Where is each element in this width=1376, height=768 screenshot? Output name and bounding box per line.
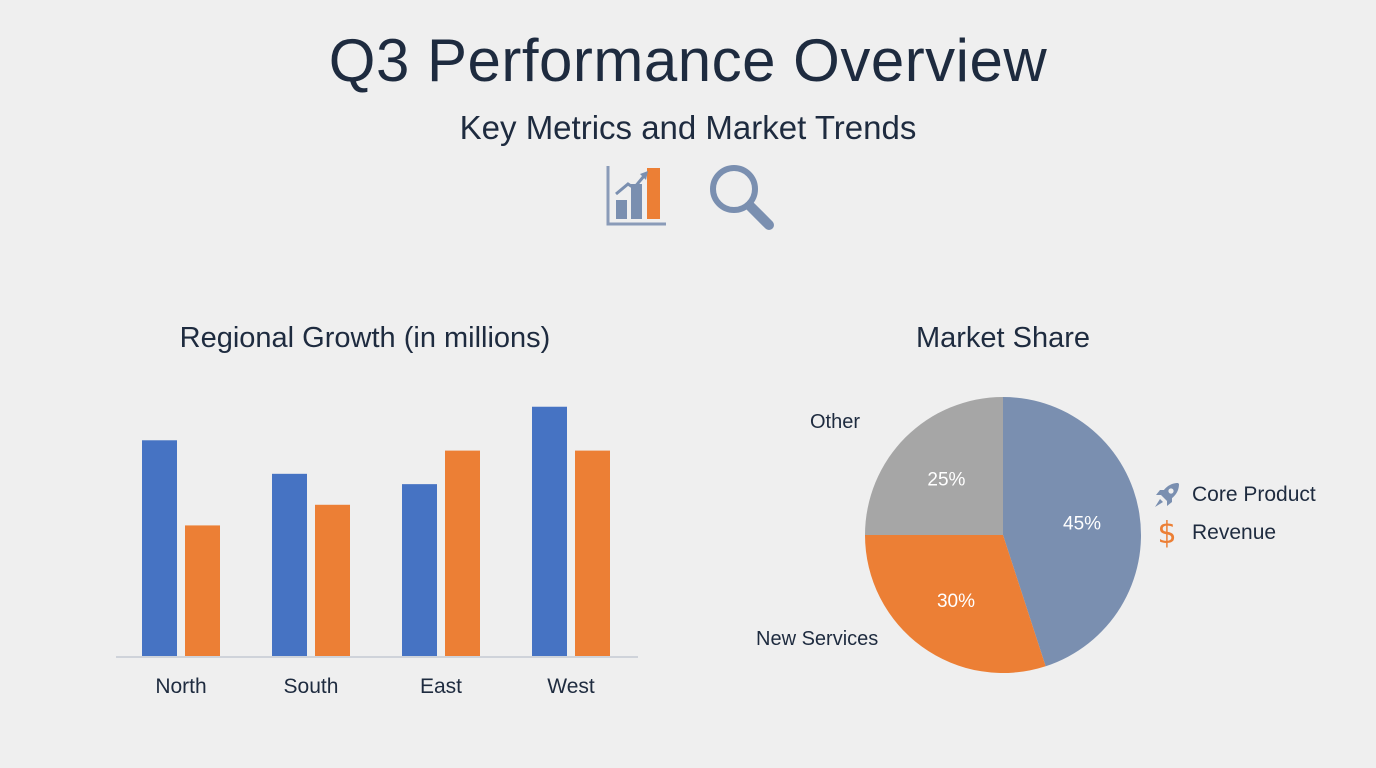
regional-growth-bar-chart: North South East West	[116, 406, 638, 698]
pie-category-label: Other	[810, 411, 860, 433]
bar-west-series-2	[575, 450, 610, 657]
pie-slice-new-services	[865, 535, 1046, 673]
rocket-icon	[1155, 483, 1179, 507]
bar-east-series-2	[445, 450, 480, 657]
x-tick-label: South	[284, 675, 339, 698]
bar-south-series-1	[272, 473, 307, 657]
pie-slice-other	[865, 397, 1003, 535]
x-tick-label: West	[547, 675, 595, 698]
pie-category-label: New Services	[756, 628, 878, 650]
bar-north-series-1	[142, 440, 177, 657]
bar-chart-title: Regional Growth (in millions)	[179, 322, 551, 354]
legend-label-core-product: Core Product	[1192, 483, 1316, 506]
pie-slice-core-product	[1003, 397, 1141, 667]
page-subtitle: Key Metrics and Market Trends	[459, 109, 917, 146]
legend-label-revenue: Revenue	[1192, 521, 1277, 544]
bar-north-series-2	[185, 525, 220, 657]
pie-legend: Core Product $ Revenue	[1152, 476, 1316, 552]
pie-percent-label: 25%	[927, 469, 965, 490]
legend-item-revenue: $ Revenue	[1152, 514, 1316, 552]
x-tick-label: North	[155, 675, 206, 698]
dollar-icon: $	[1157, 515, 1177, 551]
header-icons	[600, 162, 790, 232]
pie-percent-label: 45%	[1063, 513, 1101, 534]
pie-chart-title: Market Share	[915, 322, 1091, 354]
bar-east-series-1	[402, 484, 437, 657]
bar-chart-icon	[606, 166, 666, 226]
market-share-pie-chart: 45% 30% New Services 25% Other	[756, 397, 1141, 673]
pie-percent-label: 30%	[937, 591, 975, 612]
page-title: Q3 Performance Overview	[328, 27, 1048, 94]
x-tick-label: East	[420, 675, 462, 698]
bar-south-series-2	[315, 504, 350, 657]
legend-item-core-product: Core Product	[1152, 476, 1316, 514]
search-icon	[710, 165, 774, 230]
bar-west-series-1	[532, 406, 567, 657]
